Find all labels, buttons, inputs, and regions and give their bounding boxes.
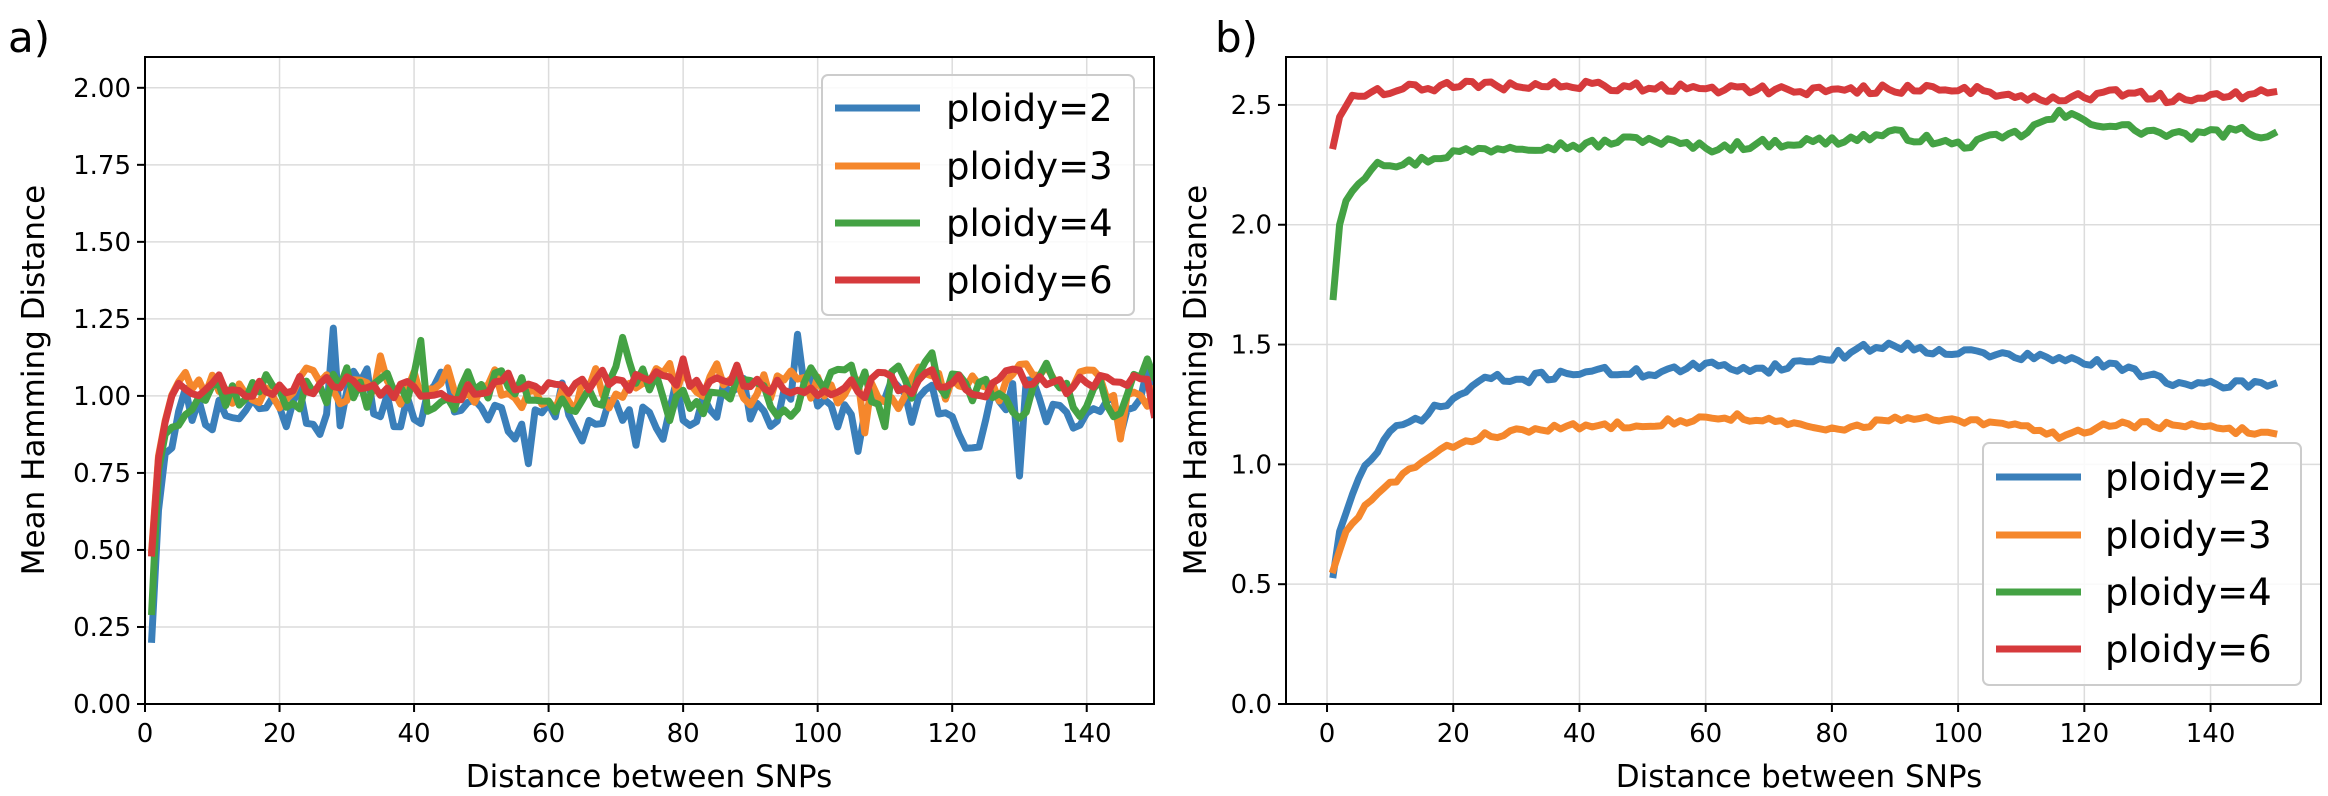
panel-a-y-tick-label-0.50: 0.50 xyxy=(73,536,131,566)
panel-b-x-tick-label-0: 0 xyxy=(1319,719,1336,749)
panel-b: b) 0 20 40 60 80 100 120 1400.00.51.01.52.02.5 … xyxy=(1178,13,2322,795)
panel-a-legend-entry-ploidy-4: ploidy=4 xyxy=(835,202,1113,245)
panel-b-x-tick-label-40: 40 xyxy=(1563,719,1596,749)
panel-a-x-tick-label-120: 120 xyxy=(927,719,977,749)
panel-b-y-tick-label-2.5: 2.5 xyxy=(1231,91,1272,121)
panel-b-legend-label-ploidy-4: ploidy=4 xyxy=(2105,571,2272,614)
panel-a-legend-label-ploidy-6: ploidy=6 xyxy=(946,259,1113,302)
panel-b-legend-label-ploidy-6: ploidy=6 xyxy=(2105,628,2272,671)
panel-b-plot-frame xyxy=(1285,56,2322,705)
panel-a-x-tick-label-80: 80 xyxy=(667,719,700,749)
panel-b-legend-frame xyxy=(1982,442,2302,686)
panel-a-x-tick-label-20: 20 xyxy=(263,719,296,749)
panel-b-x-tick-label-60: 60 xyxy=(1689,719,1722,749)
panel-b-x-tick-label-100: 100 xyxy=(1933,719,1983,749)
panel-a-ticks: 0 20 40 60 80 100 120 140 0.00 0.25 0.50 0.75 1.00 1.… xyxy=(73,74,1111,749)
panel-a: a) 0 20 40 60 80 100 120 140 0.00 0.25 0.50 0.75 1.0… xyxy=(8,13,1155,795)
panel-b-y-axis-label: Mean Hamming Distance xyxy=(1178,185,1214,575)
panel-b-legend-label-ploidy-2: ploidy=2 xyxy=(2105,456,2272,499)
panel-b-x-tick-label-120: 120 xyxy=(2060,719,2110,749)
panel-b-y-tick-label-2.0: 2.0 xyxy=(1231,211,1272,241)
panel-a-x-tick-label-0: 0 xyxy=(137,719,154,749)
panel-a-legend-entry-ploidy-2: ploidy=2 xyxy=(835,87,1113,130)
panel-b-grid xyxy=(1286,57,2321,705)
panel-a-x-tick-label-40: 40 xyxy=(398,719,431,749)
panel-b-legend-entry-ploidy-6: ploidy=6 xyxy=(1996,628,2272,671)
panel-a-legend: ploidy=2 ploidy=3 ploidy=4 ploidy=6 xyxy=(821,74,1135,316)
panel-a-legend-label-ploidy-2: ploidy=2 xyxy=(946,87,1113,130)
panel-b-x-tick-label-80: 80 xyxy=(1815,719,1848,749)
panel-a-y-tick-label-1.00: 1.00 xyxy=(73,382,131,412)
panel-a-legend-entry-ploidy-6: ploidy=6 xyxy=(835,259,1113,302)
panel-a-y-axis-label: Mean Hamming Distance xyxy=(16,185,52,575)
panel-a-series-line-ploidy-2 xyxy=(148,324,1154,643)
panel-b-y-tick-label-0.5: 0.5 xyxy=(1231,570,1272,600)
panel-a-series-line-ploidy-6 xyxy=(147,355,1154,557)
panel-a-legend-label-ploidy-3: ploidy=3 xyxy=(946,145,1113,188)
panel-b-legend-entry-ploidy-4: ploidy=4 xyxy=(1996,571,2272,614)
panel-label-b: b) xyxy=(1215,13,1258,62)
panel-b-series-line-ploidy-4 xyxy=(1329,106,2279,301)
panel-b-series-line-ploidy-2 xyxy=(1329,339,2279,579)
panel-a-legend-entry-ploidy-3: ploidy=3 xyxy=(835,145,1113,188)
panel-b-legend-label-ploidy-3: ploidy=3 xyxy=(2105,514,2272,557)
panel-b-series-line-ploidy-6 xyxy=(1329,77,2278,150)
panel-a-y-tick-label-0.75: 0.75 xyxy=(73,459,131,489)
panel-a-x-tick-label-60: 60 xyxy=(532,719,565,749)
panel-a-y-tick-label-1.75: 1.75 xyxy=(73,151,131,181)
panel-a-x-tick-label-100: 100 xyxy=(793,719,843,749)
panel-b-series-line-ploidy-3 xyxy=(1328,410,2278,575)
panel-b-legend-entry-ploidy-2: ploidy=2 xyxy=(1996,456,2272,499)
panel-b-y-tick-label-1.0: 1.0 xyxy=(1231,450,1272,480)
panel-a-y-tick-label-0.00: 0.00 xyxy=(73,690,131,720)
panel-a-plot-frame xyxy=(144,56,1155,705)
panel-a-legend-frame xyxy=(821,74,1135,316)
panel-b-series xyxy=(1328,77,2279,579)
panel-a-x-tick-label-140: 140 xyxy=(1062,719,1112,749)
panel-b-x-axis-label: Distance between SNPs xyxy=(1616,759,1982,795)
panel-a-legend-label-ploidy-4: ploidy=4 xyxy=(946,202,1113,245)
panel-a-y-tick-label-0.25: 0.25 xyxy=(73,613,131,643)
panel-a-y-tick-label-2.00: 2.00 xyxy=(73,74,131,104)
panel-a-y-tick-label-1.25: 1.25 xyxy=(73,305,131,335)
panel-b-legend-entry-ploidy-3: ploidy=3 xyxy=(1996,514,2272,557)
panel-b-y-tick-label-0.0: 0.0 xyxy=(1231,690,1272,720)
panel-b-legend: ploidy=2 ploidy=3 ploidy=4 ploidy=6 xyxy=(1982,442,2302,686)
panel-a-y-tick-label-1.50: 1.50 xyxy=(73,228,131,258)
panel-a-x-axis-label: Distance between SNPs xyxy=(466,759,832,795)
panel-label-a: a) xyxy=(8,13,50,62)
panel-a-series xyxy=(147,324,1154,643)
panel-b-x-tick-label-20: 20 xyxy=(1437,719,1470,749)
panel-b-y-tick-label-1.5: 1.5 xyxy=(1231,331,1272,361)
panel-b-x-tick-label-140: 140 xyxy=(2186,719,2236,749)
panel-b-ticks: 0 20 40 60 80 100 120 140 0.0 0.5 1.0 1.5 2.0 2.5 xyxy=(1231,91,2236,749)
